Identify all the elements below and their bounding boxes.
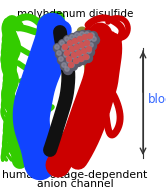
Circle shape — [65, 67, 69, 71]
Circle shape — [65, 50, 70, 56]
Circle shape — [79, 45, 83, 49]
Circle shape — [76, 51, 84, 60]
Circle shape — [70, 63, 74, 67]
Text: anion channel: anion channel — [37, 179, 113, 189]
Circle shape — [64, 36, 73, 44]
Circle shape — [84, 43, 88, 47]
Circle shape — [92, 37, 96, 41]
Circle shape — [60, 41, 64, 45]
Circle shape — [60, 61, 70, 70]
Circle shape — [87, 42, 96, 50]
Circle shape — [89, 43, 93, 47]
Circle shape — [74, 59, 79, 64]
Circle shape — [83, 30, 92, 40]
Circle shape — [55, 45, 59, 49]
Circle shape — [70, 46, 75, 51]
Circle shape — [86, 46, 91, 51]
Circle shape — [59, 57, 63, 61]
Circle shape — [83, 42, 91, 50]
Circle shape — [62, 47, 66, 51]
Circle shape — [90, 36, 99, 44]
Circle shape — [63, 51, 72, 60]
Circle shape — [55, 50, 65, 59]
Circle shape — [57, 51, 61, 55]
Circle shape — [67, 43, 71, 47]
Circle shape — [72, 41, 76, 45]
Circle shape — [80, 43, 84, 47]
Circle shape — [68, 40, 73, 46]
Circle shape — [79, 56, 87, 64]
Circle shape — [78, 36, 83, 42]
Circle shape — [80, 57, 84, 61]
Text: human voltage-dependent: human voltage-dependent — [2, 170, 148, 180]
Circle shape — [69, 63, 74, 67]
Circle shape — [71, 40, 80, 49]
Circle shape — [53, 43, 63, 53]
Circle shape — [84, 40, 89, 46]
Circle shape — [73, 39, 78, 43]
Circle shape — [90, 33, 94, 37]
Circle shape — [82, 49, 86, 53]
Circle shape — [65, 37, 69, 41]
Circle shape — [85, 55, 89, 59]
Circle shape — [74, 32, 83, 40]
Circle shape — [72, 55, 76, 59]
Circle shape — [72, 53, 77, 57]
Circle shape — [79, 57, 83, 61]
Circle shape — [67, 57, 72, 61]
Circle shape — [62, 63, 66, 67]
Circle shape — [87, 33, 92, 39]
Circle shape — [74, 57, 83, 67]
Circle shape — [85, 32, 89, 36]
Circle shape — [77, 53, 81, 57]
Circle shape — [85, 36, 94, 44]
Circle shape — [66, 57, 75, 67]
Circle shape — [87, 37, 91, 41]
Circle shape — [82, 37, 86, 41]
Circle shape — [75, 44, 80, 50]
Circle shape — [81, 50, 89, 59]
Circle shape — [75, 33, 79, 37]
Circle shape — [81, 36, 89, 44]
Circle shape — [57, 56, 67, 64]
Circle shape — [79, 30, 87, 40]
Circle shape — [67, 59, 71, 63]
Circle shape — [73, 46, 82, 54]
Circle shape — [58, 40, 68, 49]
Circle shape — [76, 37, 84, 46]
Circle shape — [83, 54, 88, 60]
Circle shape — [63, 44, 68, 50]
Circle shape — [70, 35, 74, 39]
Circle shape — [68, 47, 77, 57]
Circle shape — [74, 47, 78, 51]
Circle shape — [69, 61, 78, 70]
Circle shape — [64, 53, 68, 57]
Circle shape — [77, 39, 81, 43]
Circle shape — [87, 49, 91, 53]
Circle shape — [66, 42, 75, 50]
Circle shape — [88, 32, 97, 40]
Circle shape — [80, 32, 84, 36]
Circle shape — [85, 47, 94, 57]
Circle shape — [83, 53, 92, 63]
Circle shape — [75, 59, 79, 63]
Circle shape — [60, 46, 70, 54]
Circle shape — [78, 43, 86, 53]
Circle shape — [71, 53, 80, 63]
Text: molybdenum disulfide: molybdenum disulfide — [17, 9, 133, 19]
Text: blocking: blocking — [148, 94, 166, 106]
Circle shape — [69, 49, 73, 53]
Circle shape — [77, 50, 82, 56]
Circle shape — [69, 33, 78, 43]
Circle shape — [64, 66, 73, 74]
Circle shape — [83, 35, 87, 40]
Circle shape — [82, 51, 86, 55]
